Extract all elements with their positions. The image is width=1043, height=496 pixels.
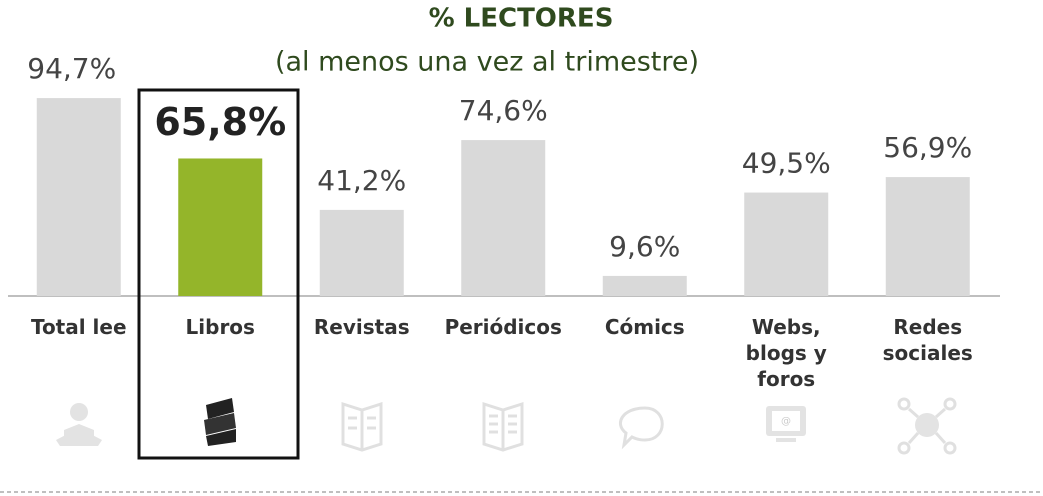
icon-comic <box>619 406 664 450</box>
bar <box>319 209 404 296</box>
value-label: 94,7% <box>27 52 116 85</box>
icon-reader <box>56 403 102 446</box>
bar <box>602 275 687 296</box>
x-tick-label: Revistas <box>314 315 410 339</box>
bar <box>744 192 829 296</box>
x-tick-label: Cómics <box>605 315 685 339</box>
x-tick-label: Redes sociales <box>883 315 973 365</box>
icon-web: @ <box>766 406 806 442</box>
svg-text:@: @ <box>781 416 791 427</box>
bar <box>36 98 121 297</box>
value-label: 74,6% <box>459 94 548 127</box>
x-tick-label: Periódicos <box>445 315 562 339</box>
icon-newspaper <box>482 401 524 452</box>
bar <box>885 177 970 296</box>
icon-books <box>204 398 236 446</box>
x-tick-label: Total lee <box>31 315 127 339</box>
icons: @ <box>56 397 957 455</box>
chart-subtitle: (al menos una vez al trimestre) <box>275 47 699 78</box>
value-label: 41,2% <box>317 164 406 197</box>
x-tick-label: Libros <box>186 315 255 339</box>
icon-social <box>897 397 957 455</box>
value-label: 56,9% <box>883 131 972 164</box>
value-label: 9,6% <box>609 230 680 263</box>
bar <box>461 140 546 296</box>
highlight-box <box>137 88 300 460</box>
bar <box>178 158 263 296</box>
icon-magazine <box>341 401 383 452</box>
value-label: 65,8% <box>154 100 286 144</box>
value-label: 49,5% <box>742 147 831 180</box>
chart-title: % LECTORES <box>429 4 614 34</box>
x-tick-label: Webs, blogs y foros <box>746 315 827 391</box>
